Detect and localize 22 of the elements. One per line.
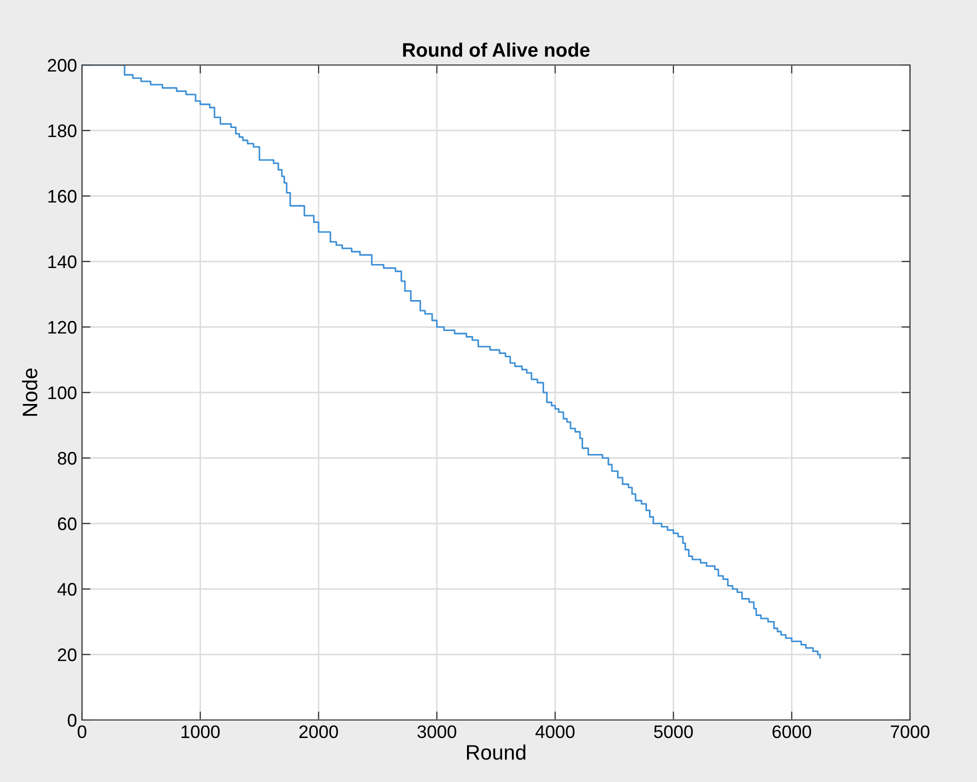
y-tick-label: 180 [48,124,76,138]
y-tick-label: 40 [57,582,76,596]
x-tick-label: 3000 [417,725,456,738]
y-tick-label: 60 [58,517,76,530]
y-tick-label: 0 [68,714,76,727]
chart-title: Round of Alive node [403,42,590,57]
x-tick-label: 5000 [654,725,693,738]
x-tick-label: 4000 [535,725,575,738]
y-axis-title: Node [22,368,38,416]
x-tick-label: 7000 [890,725,930,738]
y-tick-label: 20 [58,648,76,662]
x-tick-label: 0 [78,725,86,738]
y-tick-label: 140 [48,255,76,268]
x-tick-label: 6000 [772,725,812,738]
x-tick-label: 1000 [182,725,220,738]
y-tick-label: 120 [48,320,76,334]
y-tick-label: 80 [58,452,76,465]
y-tick-label: 200 [48,58,76,72]
x-axis-title: Round [467,744,526,760]
x-tick-label: 2000 [299,725,338,738]
y-tick-label: 160 [48,190,76,203]
y-tick-label: 100 [48,386,76,400]
